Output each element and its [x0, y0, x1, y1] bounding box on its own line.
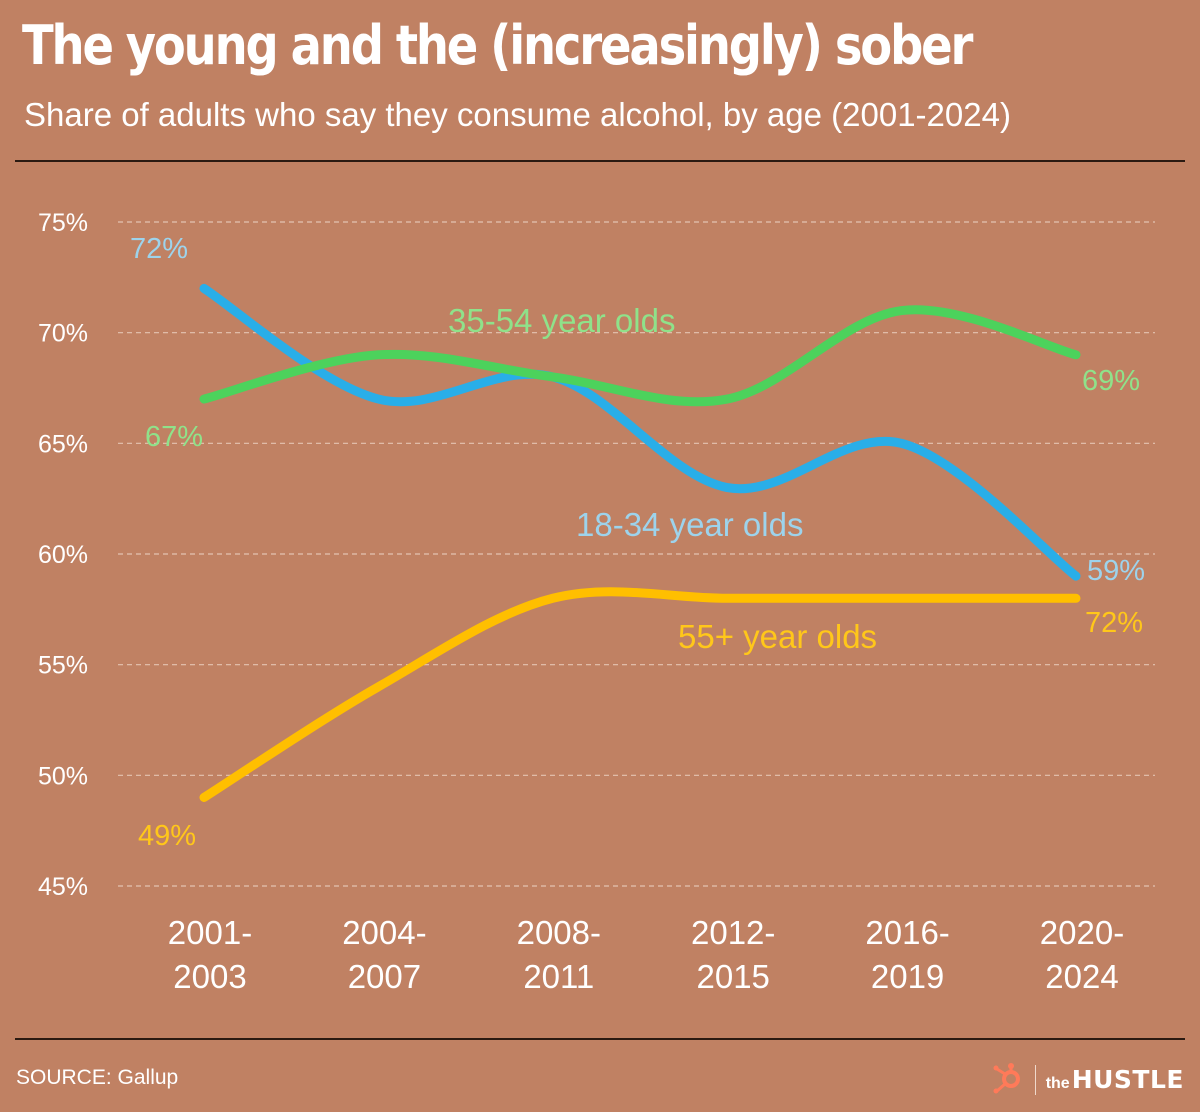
data-label-35-54-end: 69%: [1082, 365, 1140, 397]
x-tick-label: 2001-: [168, 914, 252, 951]
series-line-55-plus: [199, 587, 1081, 802]
x-tick-label: 2015: [696, 958, 769, 995]
series-labels: 72% 18-34 year olds 59% 67% 35-54 year olds 6…: [130, 233, 1145, 852]
chart-subtitle: Share of adults who say they consume alc…: [24, 96, 1011, 133]
x-tick-label: 2024: [1045, 958, 1118, 995]
data-label-35-54-start: 67%: [145, 421, 203, 453]
x-tick-label: 2016-: [865, 914, 949, 951]
x-tick-label: 2011: [523, 958, 594, 995]
y-tick-label: 70%: [38, 320, 88, 348]
series-line-35-54: [199, 305, 1081, 407]
x-tick-label: 2012-: [691, 914, 775, 951]
data-label-18-34-end: 59%: [1087, 555, 1145, 587]
y-tick-label: 55%: [38, 652, 88, 680]
brand-separator: [1034, 1064, 1036, 1095]
series-name-35-54: 35-54 year olds: [448, 302, 675, 339]
y-tick-label: 75%: [38, 209, 88, 237]
y-tick-label: 60%: [38, 541, 88, 569]
series-lines: [199, 283, 1081, 802]
brand-wordmark: the HUSTLE: [1046, 1065, 1184, 1094]
hubspot-sprocket-icon: [991, 1060, 1025, 1099]
series-name-55-plus: 55+ year olds: [678, 618, 877, 655]
brand-logo: the HUSTLE: [991, 1060, 1184, 1099]
top-divider: [15, 160, 1185, 162]
x-tick-label: 2020-: [1040, 914, 1124, 951]
series-name-18-34: 18-34 year olds: [576, 506, 803, 543]
x-tick-label: 2004-: [342, 914, 426, 951]
x-tick-label: 2003: [173, 958, 246, 995]
bottom-divider: [15, 1038, 1185, 1040]
brand-prefix: the: [1045, 1075, 1070, 1092]
line-chart: 75% 70% 65% 60% 55% 50% 45% 2001- 2003 2004- 2007…: [38, 209, 1155, 995]
y-tick-label: 65%: [38, 430, 88, 458]
y-tick-label: 50%: [38, 762, 88, 790]
data-label-55-plus-end: 72%: [1085, 607, 1143, 639]
y-axis-ticks: 75% 70% 65% 60% 55% 50% 45%: [38, 209, 88, 901]
grid-lines: [118, 221, 1155, 887]
source-note: SOURCE: Gallup: [16, 1066, 179, 1089]
data-label-55-plus-start: 49%: [138, 820, 196, 852]
data-label-18-34-start: 72%: [130, 233, 188, 265]
chart-title: The young and the (increasingly) sober: [22, 14, 973, 77]
y-tick-label: 45%: [38, 873, 88, 901]
x-tick-label: 2007: [348, 958, 421, 995]
x-tick-label: 2008-: [517, 914, 601, 951]
x-tick-label: 2019: [871, 958, 944, 995]
brand-name: HUSTLE: [1071, 1065, 1184, 1094]
series-line-18-34: [199, 283, 1081, 581]
x-axis-ticks: 2001- 2003 2004- 2007 2008- 2011 2012- 2015 2016…: [168, 914, 1124, 995]
